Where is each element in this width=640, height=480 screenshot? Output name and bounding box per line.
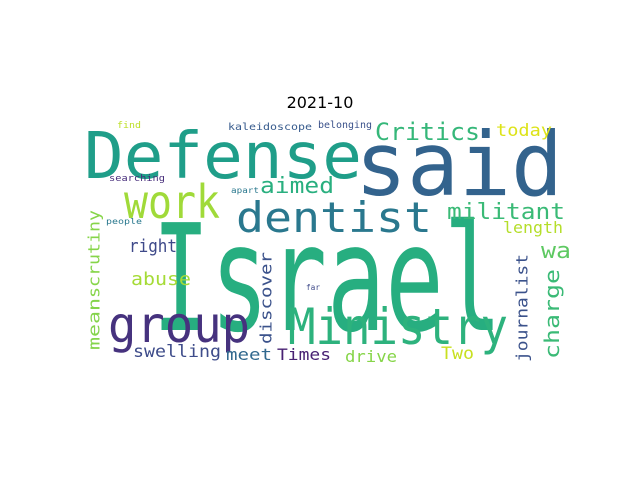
word-work: work <box>124 175 220 229</box>
word-searching: searching <box>109 174 165 184</box>
word-defense: Defense <box>84 120 362 194</box>
word-aimed: aimed <box>260 174 334 199</box>
chart-title: 2021-10 <box>286 93 354 112</box>
word-find: find <box>117 121 141 131</box>
word-far: far <box>306 283 320 292</box>
word-journalist: journalist <box>513 254 532 362</box>
word-wa: wa <box>541 239 571 264</box>
word-right: right <box>129 236 177 257</box>
word-israel: Israel <box>152 193 502 365</box>
word-group: group <box>108 296 250 354</box>
word-ministry: Ministry <box>288 298 508 356</box>
word-two: Two <box>441 344 474 364</box>
word-people: people <box>106 217 142 226</box>
word-dentist: dentist <box>236 193 432 242</box>
word-belonging: belonging <box>318 120 372 131</box>
word-scrutiny: scrutiny <box>85 210 104 298</box>
word-times: Times <box>277 345 331 364</box>
word-said: said <box>355 113 563 216</box>
word-discover: discover <box>257 252 276 344</box>
word-swelling: swelling <box>133 342 221 362</box>
word-mean: mean <box>85 298 104 350</box>
word-abuse: abuse <box>131 269 191 290</box>
word-drive: drive <box>345 347 397 366</box>
word-today: today <box>496 121 552 141</box>
word-charge: charge <box>540 269 564 359</box>
word-apart: apart <box>231 186 259 195</box>
word-length: length <box>503 218 563 237</box>
word-militant: militant <box>447 200 565 225</box>
word-kaleidoscope: kaleidoscope <box>228 122 312 133</box>
word-meet: meet <box>226 345 272 364</box>
word-critics: Critics <box>375 118 480 146</box>
